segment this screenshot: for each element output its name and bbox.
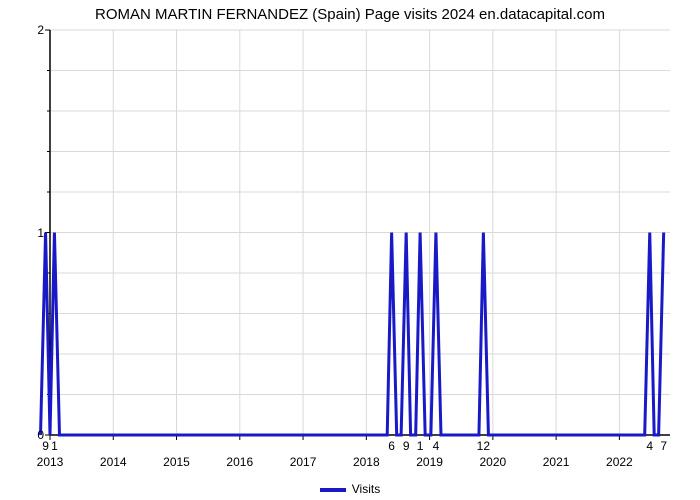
x-value-label: 4 — [646, 439, 653, 453]
x-year-label: 2013 — [37, 455, 64, 469]
x-value-label: 1 — [417, 439, 424, 453]
x-year-label: 2015 — [163, 455, 190, 469]
x-year-label: 2017 — [290, 455, 317, 469]
x-value-label: 1 — [51, 439, 58, 453]
x-value-label: 4 — [433, 439, 440, 453]
x-year-label: 2022 — [606, 455, 633, 469]
x-value-label: 6 — [388, 439, 395, 453]
y-tick-label: 2 — [4, 23, 50, 37]
x-value-label: 9 — [42, 439, 49, 453]
plot-area: 0122013201420152016201720182019202020212… — [50, 30, 670, 435]
chart-title: ROMAN MARTIN FERNANDEZ (Spain) Page visi… — [0, 6, 700, 23]
x-value-label: 12 — [477, 439, 490, 453]
y-tick-label: 1 — [4, 226, 50, 240]
x-value-label: 9 — [403, 439, 410, 453]
x-value-label: 7 — [660, 439, 667, 453]
x-year-label: 2019 — [416, 455, 443, 469]
legend-label: Visits — [352, 482, 380, 496]
legend-swatch — [320, 488, 346, 492]
x-year-label: 2021 — [543, 455, 570, 469]
x-year-label: 2018 — [353, 455, 380, 469]
x-year-label: 2014 — [100, 455, 127, 469]
legend: Visits — [0, 482, 700, 496]
x-year-label: 2016 — [226, 455, 253, 469]
series-line — [50, 30, 670, 435]
x-year-label: 2020 — [479, 455, 506, 469]
visits-chart: ROMAN MARTIN FERNANDEZ (Spain) Page visi… — [0, 0, 700, 500]
